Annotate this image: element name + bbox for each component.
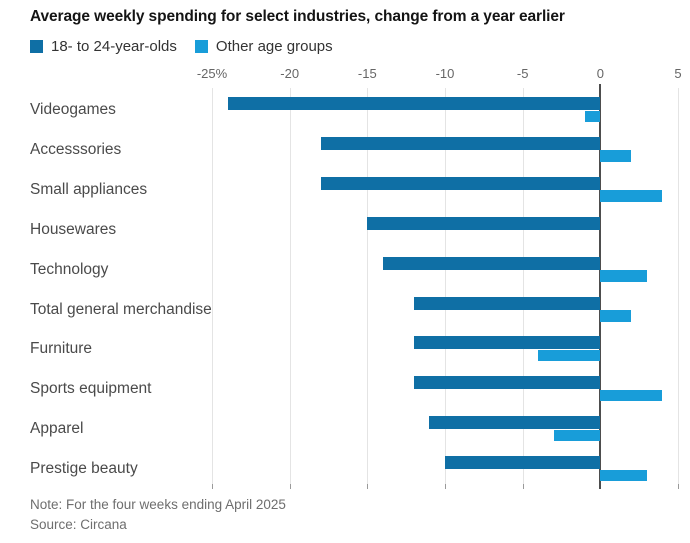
x-axis-tick-label: -15 <box>357 66 377 81</box>
axis-tick <box>289 484 291 489</box>
axis-tick <box>367 484 369 489</box>
legend-item: Other age groups <box>194 38 333 55</box>
bar-other-ages <box>600 150 632 162</box>
legend-swatch <box>30 40 43 53</box>
bar-other-ages <box>553 429 601 442</box>
category-label: Technology <box>30 260 109 278</box>
bar-18-24 <box>413 336 601 350</box>
category-label: Accesssories <box>30 140 122 158</box>
category-label: Total general merchandise <box>30 300 212 318</box>
gridline <box>522 88 524 484</box>
legend-swatch <box>194 40 208 53</box>
axis-tick <box>212 484 213 489</box>
axis-tick <box>678 484 679 489</box>
bar-other-ages <box>584 110 601 122</box>
category-label: Apparel <box>30 420 84 438</box>
axis-tick <box>445 484 446 489</box>
bar-other-ages <box>600 270 647 282</box>
footnote: Note: For the four weeks ending April 20… <box>30 497 286 512</box>
bar-other-ages <box>538 349 601 362</box>
bar-other-ages <box>600 190 663 202</box>
gridline <box>445 88 446 484</box>
bar-18-24 <box>382 256 601 270</box>
bar-other-ages <box>600 310 632 322</box>
zero-axis-line <box>599 84 602 489</box>
x-axis-tick-label: -25% <box>196 66 228 81</box>
category-label: Sports equipment <box>30 380 152 398</box>
category-label: Furniture <box>30 340 93 358</box>
chart-title: Average weekly spending for select indus… <box>30 8 565 25</box>
x-axis-tick-label: 0 <box>596 66 604 81</box>
bar-18-24 <box>367 216 601 230</box>
legend-item: 18- to 24-year-olds <box>30 38 177 55</box>
bar-18-24 <box>320 176 601 190</box>
gridline <box>678 88 679 484</box>
bar-other-ages <box>600 469 647 482</box>
bar-18-24 <box>413 376 601 390</box>
bar-18-24 <box>413 296 601 310</box>
bar-18-24 <box>320 136 601 150</box>
axis-tick <box>522 484 524 489</box>
legend-label: Other age groups <box>215 38 333 55</box>
x-axis-tick-label: -20 <box>280 66 300 81</box>
bar-18-24 <box>227 97 601 110</box>
category-label: Small appliances <box>30 180 148 198</box>
x-axis-tick-label: 5 <box>674 66 682 81</box>
x-axis-tick-label: -5 <box>516 66 529 81</box>
source-line: Source: Circana <box>30 517 127 532</box>
gridline <box>289 88 291 484</box>
bar-18-24 <box>445 456 601 470</box>
category-label: Prestige beauty <box>30 460 138 478</box>
category-label: Housewares <box>30 220 117 238</box>
category-label: Videogames <box>30 101 116 118</box>
legend-label: 18- to 24-year-olds <box>51 38 177 55</box>
x-axis-tick-label: -10 <box>435 66 455 81</box>
gridline <box>367 88 369 484</box>
bar-18-24 <box>429 416 601 430</box>
bar-other-ages <box>600 389 663 402</box>
gridline <box>212 88 213 484</box>
legend: 18- to 24-year-olds Other age groups <box>30 38 333 55</box>
